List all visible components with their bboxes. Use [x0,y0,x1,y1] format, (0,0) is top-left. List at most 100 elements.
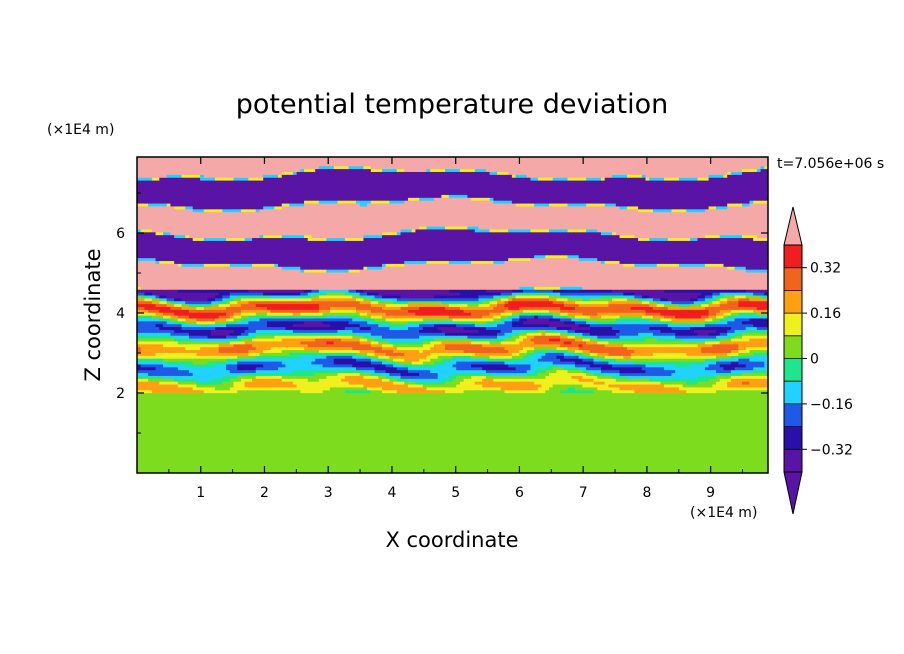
heatmap-cell [626,452,632,457]
heatmap-cell [318,421,324,425]
heatmap-cell [359,452,365,457]
heatmap-cell [181,435,186,440]
heatmap-cell [523,404,528,408]
heatmap-cell [586,461,591,465]
heatmap-cell [419,444,424,448]
heatmap-cell [704,467,710,471]
heatmap-cell [374,412,379,417]
heatmap-cell [162,452,168,457]
heatmap-cell [278,450,283,454]
heatmap-cell [214,444,220,448]
heatmap-cell [482,406,487,411]
heatmap-cell [530,401,535,405]
heatmap-cell [567,455,572,460]
heatmap-cell [333,409,339,414]
heatmap-cell [363,421,368,425]
heatmap-cell [407,421,413,425]
heatmap-cell [745,424,751,428]
heatmap-cell [385,429,390,434]
heatmap-cell [719,409,725,414]
heatmap-cell [497,406,502,411]
heatmap-cell [656,418,661,422]
heatmap-cell [248,404,253,408]
heatmap-cell [151,429,157,434]
heatmap-cell [155,412,160,417]
heatmap-cell [619,401,624,405]
heatmap-cell [203,458,209,463]
heatmap-cell [341,444,346,448]
heatmap-cell [140,470,146,473]
heatmap-cell [181,464,186,468]
heatmap-cell [597,438,602,442]
heatmap-cell [582,452,587,457]
heatmap-cell [612,415,617,420]
heatmap-cell [549,450,554,454]
heatmap-cell [519,415,524,420]
heatmap-cell [326,421,331,425]
heatmap-cell [426,438,431,442]
heatmap-cell [378,461,383,465]
heatmap-cell [367,404,372,408]
heatmap-cell [311,432,316,437]
heatmap-cell [385,464,390,468]
heatmap-cell [404,441,409,445]
heatmap-cell [645,409,650,414]
heatmap-cell [604,464,609,468]
heatmap-cell [526,424,532,428]
heatmap-cell [508,424,513,428]
heatmap-cell [697,409,702,414]
heatmap-cell [445,450,450,454]
heatmap-cell [686,467,691,471]
heatmap-cell [652,404,658,408]
heatmap-cell [404,406,409,411]
heatmap-cell [734,404,739,408]
heatmap-cell [489,424,494,428]
heatmap-cell [641,406,647,411]
heatmap-cell [148,467,153,471]
heatmap-cell [549,429,554,434]
heatmap-cell [192,455,197,460]
heatmap-cell [578,406,584,411]
heatmap-cell [523,421,528,425]
heatmap-cell [359,424,365,428]
heatmap-cell [433,406,439,411]
heatmap-cell [192,432,197,437]
heatmap-cell [274,401,279,405]
heatmap-cell [704,427,710,431]
heatmap-cell [619,424,624,428]
heatmap-cell [556,438,561,442]
heatmap-cell [437,470,442,473]
heatmap-cell [304,450,309,454]
heatmap-cell [504,441,509,445]
heatmap-cell [734,409,739,414]
heatmap-cell [716,450,721,454]
heatmap-cell [315,467,320,471]
heatmap-cell [515,470,520,473]
heatmap-cell [530,464,535,468]
heatmap-cell [207,406,212,411]
heatmap-cell [352,424,357,428]
heatmap-cell [515,441,520,445]
heatmap-cell [162,450,168,454]
heatmap-cell [367,470,372,473]
heatmap-cell [240,458,246,463]
heatmap-cell [185,404,190,408]
heatmap-cell [441,455,446,460]
heatmap-cell [140,447,146,451]
heatmap-cell [545,464,550,468]
heatmap-cell [471,421,476,425]
heatmap-cell [307,409,313,414]
heatmap-cell [567,412,572,417]
heatmap-cell [381,404,387,408]
heatmap-cell [675,424,680,428]
heatmap-cell [660,432,665,437]
heatmap-cell [504,444,509,448]
heatmap-cell [485,467,491,471]
heatmap-cell [441,461,446,465]
heatmap-cell [593,404,598,408]
heatmap-cell [760,421,765,425]
heatmap-cell [300,406,305,411]
heatmap-cell [764,452,768,457]
heatmap-cell [396,409,402,414]
heatmap-cell [226,450,231,454]
